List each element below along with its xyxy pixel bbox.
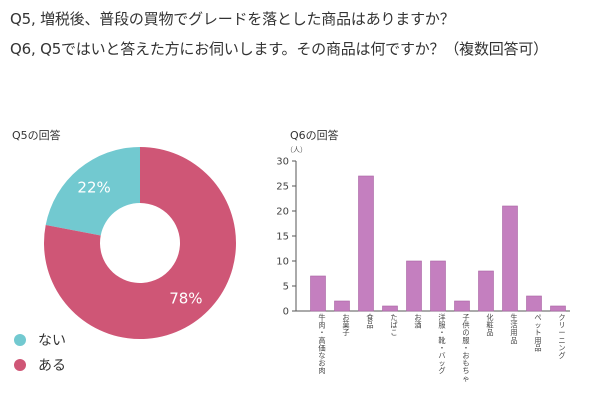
question-q5: Q5, 増税後、普段の買物でグレードを落とした商品はありますか？ (10, 10, 455, 28)
x-tick-label: 子供の服・おもちゃ (462, 313, 469, 383)
bar (502, 205, 518, 312)
bar (382, 305, 398, 312)
y-tick-label: 0 (283, 307, 289, 318)
legend-item-nai: ない (14, 330, 66, 350)
bar (478, 270, 494, 312)
x-tick-label: たばこ (390, 313, 397, 337)
x-tick-label: 食品 (366, 313, 373, 330)
bar (310, 275, 326, 312)
y-axis-unit-label: （人） (286, 146, 307, 154)
pie-slice-aru (43, 147, 237, 339)
x-tick-label: 牛肉・高価なお肉 (318, 313, 325, 375)
legend-item-aru: ある (14, 355, 66, 375)
x-tick-label: 洋服・靴・バッグ (438, 313, 445, 375)
bar (550, 305, 566, 312)
bar (454, 300, 470, 312)
x-tick-label: ペット用品 (534, 313, 541, 352)
pie-slice-label-nai: 22% (77, 179, 110, 197)
y-tick-label: 25 (276, 182, 289, 193)
bar (358, 175, 374, 312)
legend-swatch-nai (14, 334, 26, 346)
pie-slice-nai (45, 147, 140, 236)
pie-chart-title: Q5の回答 (12, 129, 61, 142)
y-tick-label: 5 (283, 282, 289, 293)
bar (406, 260, 422, 312)
legend-label-aru: ある (38, 358, 66, 374)
x-tick-label: お菓子 (342, 313, 349, 337)
bar (334, 300, 350, 312)
x-tick-label: クリーニング (558, 313, 565, 360)
x-tick-label: お酒 (414, 313, 421, 330)
y-tick-label: 10 (276, 257, 289, 268)
question-q6: Q6, Q5ではいと答えた方にお伺いします。その商品は何ですか？（複数回答可） (10, 40, 548, 58)
x-tick-label: 化粧品 (486, 313, 493, 337)
legend-swatch-aru (14, 359, 26, 371)
legend-label-nai: ない (38, 333, 66, 349)
y-tick-label: 15 (276, 232, 289, 243)
y-tick-label: 20 (276, 207, 289, 218)
y-tick-label: 30 (276, 157, 289, 168)
bar (430, 260, 446, 312)
x-tick-label: 生活用品 (510, 313, 517, 345)
bar (526, 295, 542, 312)
bar-chart-title: Q6の回答 (290, 129, 339, 142)
pie-slice-label-aru: 78% (169, 289, 202, 307)
